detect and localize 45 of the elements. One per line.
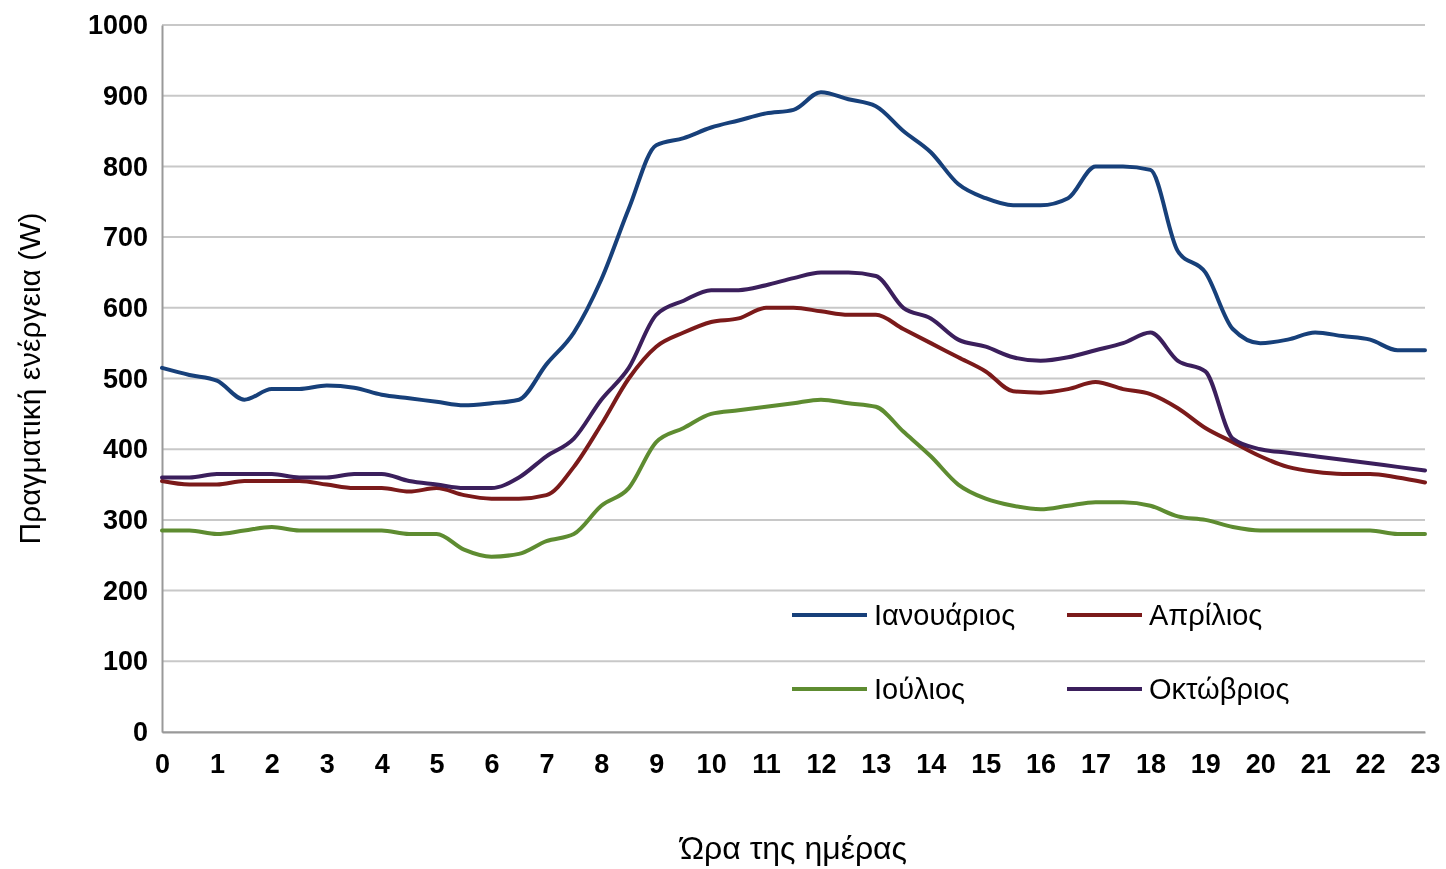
x-axis-title: Ώρα της ημέρας (677, 830, 908, 866)
y-tick-label: 800 (102, 151, 148, 182)
y-tick-label: 500 (102, 363, 148, 394)
y-axis-title: Πραγματική ενέργεια (W) (13, 212, 46, 545)
line-series (160, 305, 1427, 501)
x-tick-label: 17 (1081, 749, 1112, 780)
x-tick-label: 18 (1135, 749, 1166, 780)
x-tick-label: 16 (1026, 749, 1057, 780)
x-tick-label: 9 (649, 749, 665, 780)
y-tick-label: 0 (132, 717, 148, 748)
x-tick-label: 8 (594, 749, 610, 780)
x-tick-label: 1 (209, 749, 225, 780)
x-tick-label: 2 (264, 749, 280, 780)
legend-label: Ιούλιος (874, 673, 966, 705)
y-tick-label: 900 (102, 80, 148, 111)
x-tick-label: 22 (1355, 749, 1386, 780)
x-tick-label: 5 (429, 749, 445, 780)
x-tick-label: 0 (154, 749, 171, 780)
x-tick-label: 6 (484, 749, 500, 780)
y-tick-label: 100 (102, 646, 148, 677)
x-tick-label: 3 (319, 749, 335, 780)
x-tick-label: 21 (1300, 749, 1331, 780)
line-series (160, 90, 1427, 408)
legend-label: Απρίλιος (1149, 599, 1263, 631)
x-tick-label: 12 (806, 749, 837, 780)
legend-label: Ιανουάριος (874, 599, 1016, 631)
legend-label: Οκτώβριος (1149, 673, 1290, 705)
x-tick-label: 7 (539, 749, 555, 780)
y-tick-label: 1000 (87, 10, 148, 41)
y-tick-label: 300 (102, 505, 148, 536)
x-tick-label: 4 (374, 749, 390, 780)
x-tick-label: 13 (861, 749, 892, 780)
y-tick-label: 200 (102, 575, 148, 606)
x-tick-label: 10 (696, 749, 727, 780)
line-series (160, 397, 1427, 559)
y-tick-label: 700 (102, 222, 148, 253)
x-tick-label: 11 (752, 749, 781, 780)
y-tick-label: 400 (102, 434, 148, 465)
y-tick-label: 600 (102, 292, 148, 323)
x-tick-label: 19 (1190, 749, 1221, 780)
x-tick-label: 14 (916, 749, 947, 780)
x-tick-label: 20 (1245, 749, 1276, 780)
line-series (160, 270, 1427, 491)
x-tick-label: 15 (971, 749, 1002, 780)
x-tick-label: 23 (1410, 749, 1441, 780)
